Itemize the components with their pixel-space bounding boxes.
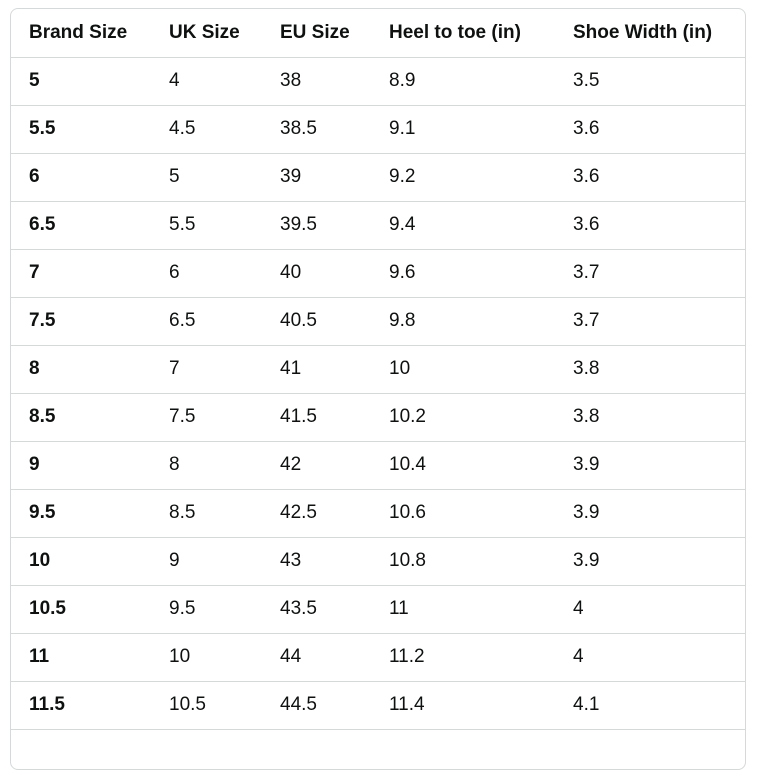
cell-eu-size [262,729,371,769]
table-row: 7 6 40 9.6 3.7 [11,249,745,298]
cell-heel-to-toe: 10.6 [371,489,555,538]
cell-eu-size: 38 [262,57,371,106]
cell-uk-size: 7.5 [151,393,262,442]
cell-eu-size: 39 [262,153,371,202]
table-row: 9.5 8.5 42.5 10.6 3.9 [11,489,745,538]
cell-eu-size: 43 [262,537,371,586]
cell-uk-size: 8 [151,441,262,490]
cell-uk-size: 6 [151,249,262,298]
cell-brand-size: 8.5 [11,393,151,442]
cell-shoe-width [555,729,745,769]
table-row [11,729,745,769]
cell-eu-size: 44 [262,633,371,682]
cell-shoe-width: 3.6 [555,201,745,250]
cell-heel-to-toe: 10.8 [371,537,555,586]
cell-shoe-width: 3.5 [555,57,745,106]
table-row: 10.5 9.5 43.5 11 4 [11,585,745,634]
cell-heel-to-toe: 10 [371,345,555,394]
size-chart-table-container: Brand Size UK Size EU Size Heel to toe (… [10,8,746,770]
cell-uk-size: 9.5 [151,585,262,634]
cell-shoe-width: 4.1 [555,681,745,730]
cell-shoe-width: 3.6 [555,153,745,202]
cell-eu-size: 41.5 [262,393,371,442]
cell-uk-size: 9 [151,537,262,586]
table-body: 5 4 38 8.9 3.5 5.5 4.5 38.5 9.1 3.6 6 5 39 9.2 3.6 6.5 5… [11,57,745,769]
cell-eu-size: 40.5 [262,297,371,346]
header-brand-size: Brand Size [11,9,151,58]
cell-heel-to-toe [371,729,555,769]
table-row: 6 5 39 9.2 3.6 [11,153,745,202]
cell-brand-size: 9.5 [11,489,151,538]
cell-eu-size: 43.5 [262,585,371,634]
cell-shoe-width: 4 [555,633,745,682]
cell-uk-size: 10.5 [151,681,262,730]
table-row: 6.5 5.5 39.5 9.4 3.6 [11,201,745,250]
cell-heel-to-toe: 8.9 [371,57,555,106]
cell-brand-size: 8 [11,345,151,394]
cell-shoe-width: 3.8 [555,393,745,442]
cell-brand-size: 11.5 [11,681,151,730]
cell-eu-size: 41 [262,345,371,394]
table-row: 11 10 44 11.2 4 [11,633,745,682]
cell-uk-size: 4.5 [151,105,262,154]
table-row: 11.5 10.5 44.5 11.4 4.1 [11,681,745,730]
cell-eu-size: 38.5 [262,105,371,154]
cell-uk-size: 8.5 [151,489,262,538]
header-heel-to-toe: Heel to toe (in) [371,9,555,58]
header-eu-size: EU Size [262,9,371,58]
header-uk-size: UK Size [151,9,262,58]
table-row: 7.5 6.5 40.5 9.8 3.7 [11,297,745,346]
cell-uk-size: 5 [151,153,262,202]
cell-uk-size: 6.5 [151,297,262,346]
cell-eu-size: 42.5 [262,489,371,538]
cell-brand-size: 5.5 [11,105,151,154]
cell-heel-to-toe: 9.6 [371,249,555,298]
cell-eu-size: 44.5 [262,681,371,730]
cell-brand-size: 7 [11,249,151,298]
cell-heel-to-toe: 10.2 [371,393,555,442]
cell-shoe-width: 3.8 [555,345,745,394]
cell-shoe-width: 3.7 [555,249,745,298]
cell-heel-to-toe: 9.8 [371,297,555,346]
cell-brand-size: 6.5 [11,201,151,250]
cell-eu-size: 40 [262,249,371,298]
table-row: 9 8 42 10.4 3.9 [11,441,745,490]
cell-heel-to-toe: 10.4 [371,441,555,490]
cell-eu-size: 39.5 [262,201,371,250]
cell-brand-size: 9 [11,441,151,490]
cell-shoe-width: 3.9 [555,537,745,586]
table-row: 8.5 7.5 41.5 10.2 3.8 [11,393,745,442]
table-row: 5 4 38 8.9 3.5 [11,57,745,106]
cell-uk-size: 7 [151,345,262,394]
cell-uk-size: 10 [151,633,262,682]
cell-uk-size [151,729,262,769]
cell-brand-size: 6 [11,153,151,202]
cell-heel-to-toe: 9.2 [371,153,555,202]
cell-heel-to-toe: 11.2 [371,633,555,682]
cell-brand-size: 7.5 [11,297,151,346]
cell-heel-to-toe: 9.4 [371,201,555,250]
cell-brand-size: 10 [11,537,151,586]
cell-brand-size: 11 [11,633,151,682]
cell-brand-size [11,729,151,769]
cell-brand-size: 5 [11,57,151,106]
table-row: 5.5 4.5 38.5 9.1 3.6 [11,105,745,154]
cell-shoe-width: 3.6 [555,105,745,154]
cell-brand-size: 10.5 [11,585,151,634]
cell-shoe-width: 3.9 [555,441,745,490]
cell-uk-size: 4 [151,57,262,106]
cell-shoe-width: 3.9 [555,489,745,538]
table-row: 10 9 43 10.8 3.9 [11,537,745,586]
table-row: 8 7 41 10 3.8 [11,345,745,394]
table-header-row: Brand Size UK Size EU Size Heel to toe (… [11,9,745,58]
cell-heel-to-toe: 9.1 [371,105,555,154]
header-shoe-width: Shoe Width (in) [555,9,745,58]
cell-uk-size: 5.5 [151,201,262,250]
cell-heel-to-toe: 11 [371,585,555,634]
cell-shoe-width: 4 [555,585,745,634]
cell-heel-to-toe: 11.4 [371,681,555,730]
cell-eu-size: 42 [262,441,371,490]
size-chart-table: Brand Size UK Size EU Size Heel to toe (… [11,9,745,769]
cell-shoe-width: 3.7 [555,297,745,346]
